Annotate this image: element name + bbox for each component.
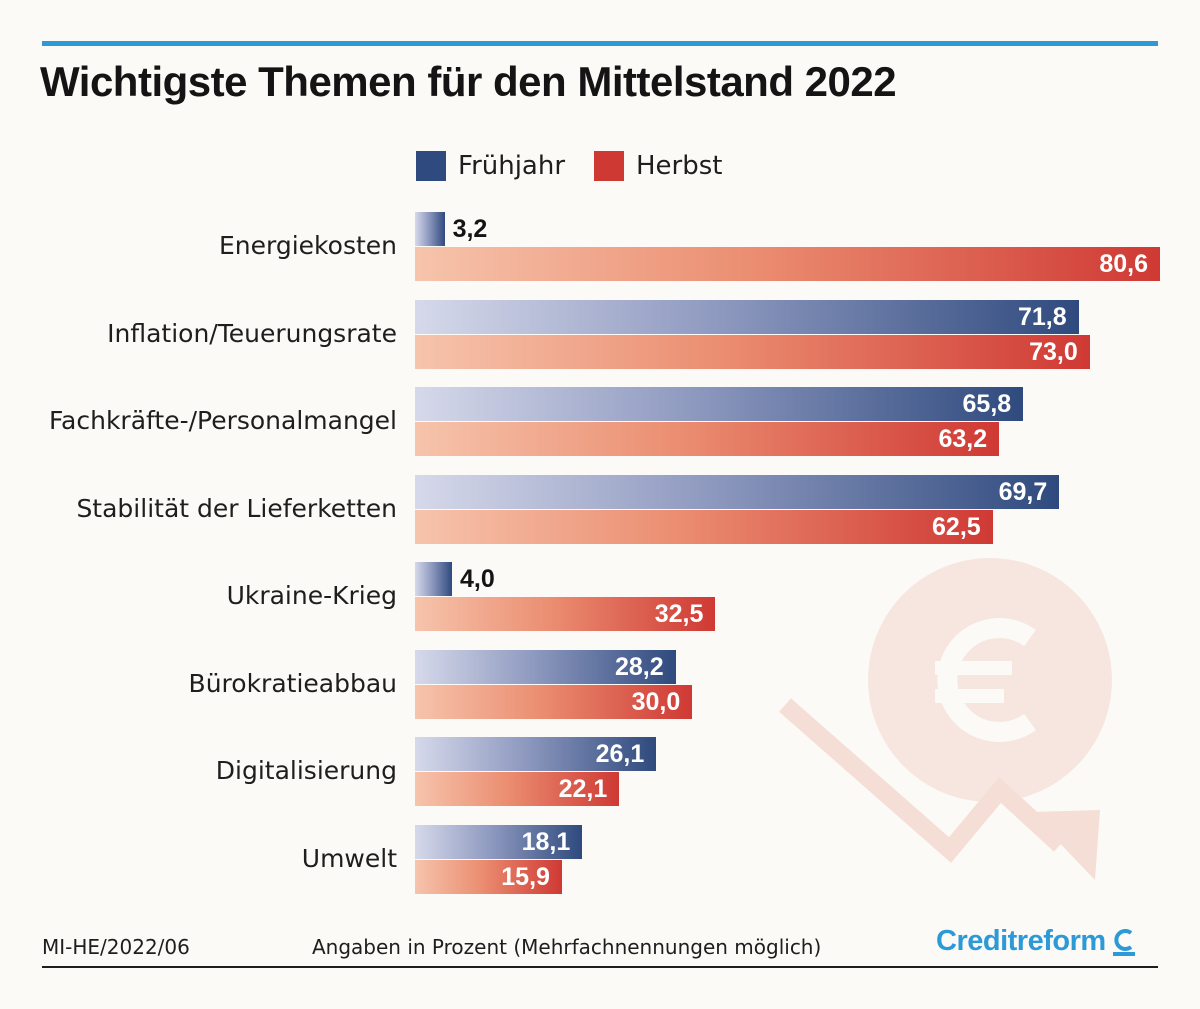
bar-herbst (415, 859, 562, 894)
bar-fruehjahr (415, 299, 1079, 334)
bar-value-label: 62,5 (932, 512, 981, 541)
category-label: Inflation/Teuerungsrate (107, 318, 397, 348)
category-label: Fachkräfte-/Personalmangel (48, 406, 397, 435)
category-label: Ukraine-Krieg (226, 581, 397, 610)
bar-value-label: 3,2 (452, 215, 488, 243)
bar-value-label: 71,8 (1017, 302, 1067, 331)
bar-value-label: 18,1 (521, 827, 571, 856)
bar-fruehjahr (415, 387, 1024, 421)
page-title: Wichtigste Themen für den Mittelstand 20… (40, 58, 897, 105)
bar-value-label: 80,6 (1099, 250, 1148, 278)
category-label: Energiekosten (219, 231, 397, 260)
brand-logo: Creditreform (936, 925, 1136, 958)
legend-item-herbst: Herbst (594, 150, 722, 182)
bar-value-label: 69,7 (998, 477, 1048, 506)
category-label: Umwelt (301, 843, 397, 873)
bar-fruehjahr (415, 737, 657, 771)
source-code: MI-HE/2022/06 (42, 935, 190, 959)
bar-value-label: 73,0 (1029, 337, 1078, 366)
unit-note: Angaben in Prozent (Mehrfachnennungen mö… (312, 935, 822, 959)
legend-item-fruehjahr: Frühjahr (416, 150, 565, 182)
bar-value-label: 22,1 (558, 775, 608, 803)
bar-herbst (415, 772, 620, 806)
category-label: Stabilität der Lieferketten (76, 493, 397, 523)
bar-value-label: 65,8 (962, 390, 1012, 418)
legend-label-fruehjahr: Frühjahr (458, 151, 566, 181)
creditreform-c-icon (1112, 928, 1135, 956)
bar-value-label: 32,5 (654, 600, 704, 628)
bar-value-label: 26,1 (595, 740, 645, 768)
legend-swatch-herbst (594, 151, 624, 181)
bar-value-label: 28,2 (614, 652, 664, 681)
bar-value-label: 30,0 (631, 687, 681, 716)
bar-value-label: 63,2 (938, 425, 988, 453)
bar-herbst (415, 597, 716, 631)
bar-fruehjahr (415, 649, 676, 684)
brand-name: Creditreform (936, 925, 1106, 957)
bar-herbst (415, 422, 1000, 456)
bar-herbst (415, 334, 1090, 369)
bar-fruehjahr (415, 562, 452, 596)
category-label: Digitalisierung (215, 756, 397, 785)
legend-label-herbst: Herbst (636, 151, 723, 181)
category-label: Bürokratieabbau (188, 668, 397, 698)
bar-fruehjahr (415, 212, 445, 246)
bar-value-label: 15,9 (501, 862, 550, 891)
bar-herbst (415, 684, 693, 719)
bar-herbst (415, 509, 993, 544)
bar-herbst (415, 247, 1160, 281)
bar-value-label: 4,0 (459, 565, 495, 593)
legend-swatch-fruehjahr (416, 151, 446, 181)
bar-fruehjahr (415, 824, 583, 859)
bar-fruehjahr (415, 474, 1060, 509)
footer-rule (42, 966, 1158, 968)
top-rule (42, 41, 1158, 46)
